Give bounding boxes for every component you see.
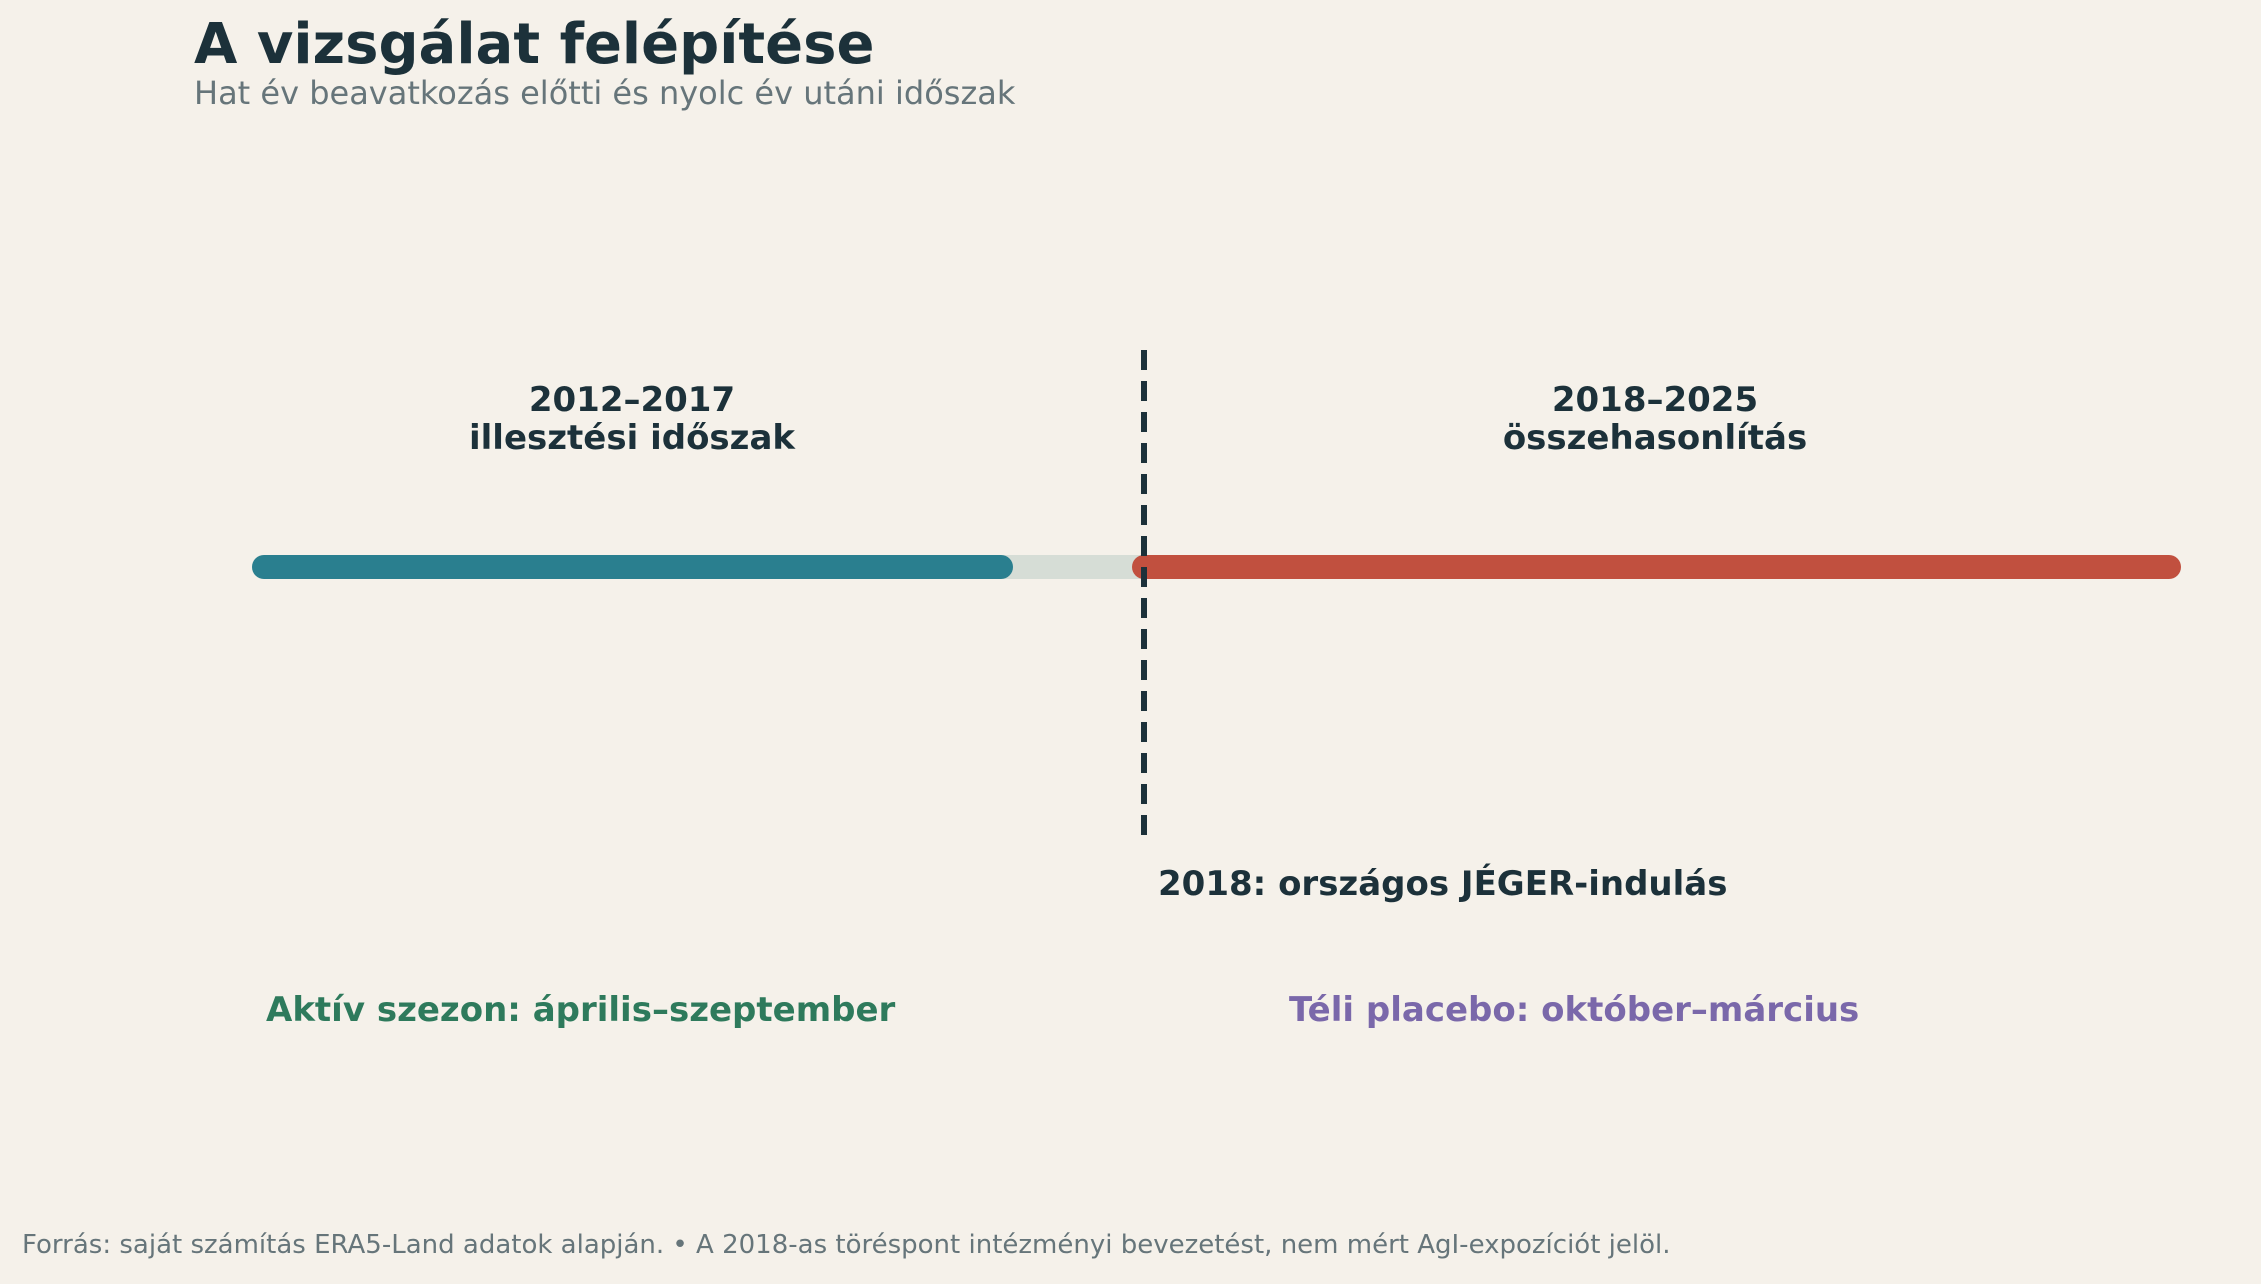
comparison-period-name: összehasonlítás	[1502, 418, 1808, 458]
break-label: 2018: országos JÉGER-indulás	[1158, 864, 1728, 904]
diagram-title: A vizsgálat felépítése	[194, 12, 875, 77]
fit-period-years: 2012–2017	[528, 380, 736, 420]
fit-period-label: 2012–2017 illesztési időszak	[469, 381, 795, 457]
active-season-label: Aktív szezon: április–szeptember	[266, 990, 896, 1030]
diagram-subtitle: Hat év beavatkozás előtti és nyolc év ut…	[194, 74, 1016, 112]
source-footnote: Forrás: saját számítás ERA5-Land adatok …	[22, 1230, 1671, 1260]
placebo-season-label: Téli placebo: október–március	[1289, 990, 1860, 1030]
comparison-period-years: 2018–2025	[1551, 380, 1759, 420]
comparison-period-label: 2018–2025 összehasonlítás	[1503, 381, 1807, 457]
fit-period-name: illesztési időszak	[468, 418, 796, 458]
